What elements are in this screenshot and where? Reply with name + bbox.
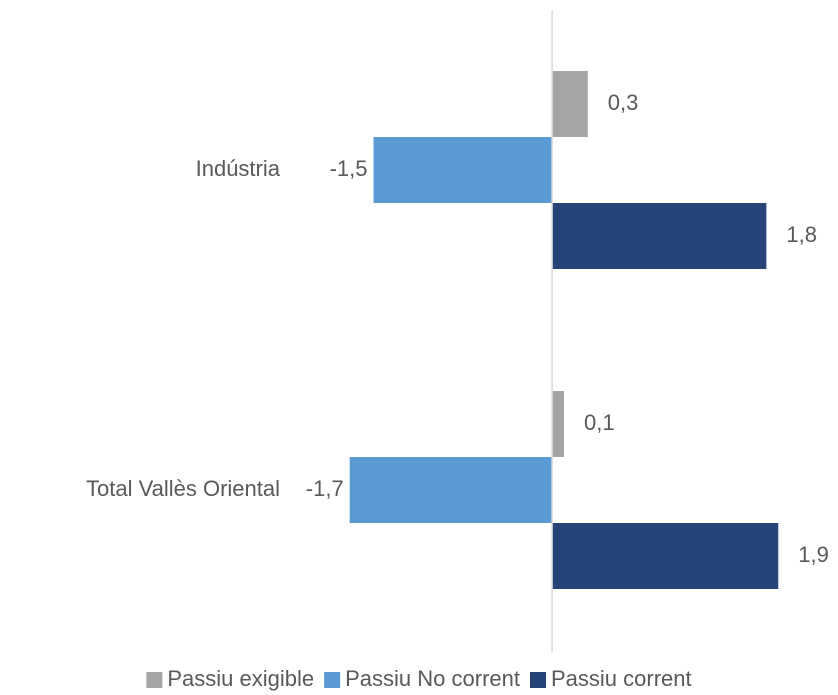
- data-label: 1,8: [786, 222, 817, 247]
- bar: [349, 457, 553, 523]
- legend-swatch: [324, 672, 341, 688]
- bar: [552, 203, 767, 269]
- bar: [552, 71, 588, 137]
- category-label: Total Vallès Oriental: [86, 476, 280, 501]
- legend-swatch: [146, 672, 163, 688]
- legend-swatch: [529, 672, 546, 688]
- bar: [552, 391, 564, 457]
- bar: [373, 137, 553, 203]
- legend-label: Passiu exigible: [167, 666, 314, 691]
- bar: [552, 523, 779, 589]
- data-label: 0,3: [608, 90, 639, 115]
- legend-label: Passiu No corrent: [345, 666, 520, 691]
- category-label: Indústria: [196, 156, 281, 181]
- data-label: 0,1: [584, 410, 615, 435]
- legend-label: Passiu corrent: [551, 666, 692, 691]
- data-label: 1,9: [798, 542, 829, 567]
- data-label: -1,5: [330, 156, 368, 181]
- data-label: -1,7: [306, 476, 344, 501]
- legend: Passiu exigible Passiu No corrent Passiu c…: [146, 666, 692, 691]
